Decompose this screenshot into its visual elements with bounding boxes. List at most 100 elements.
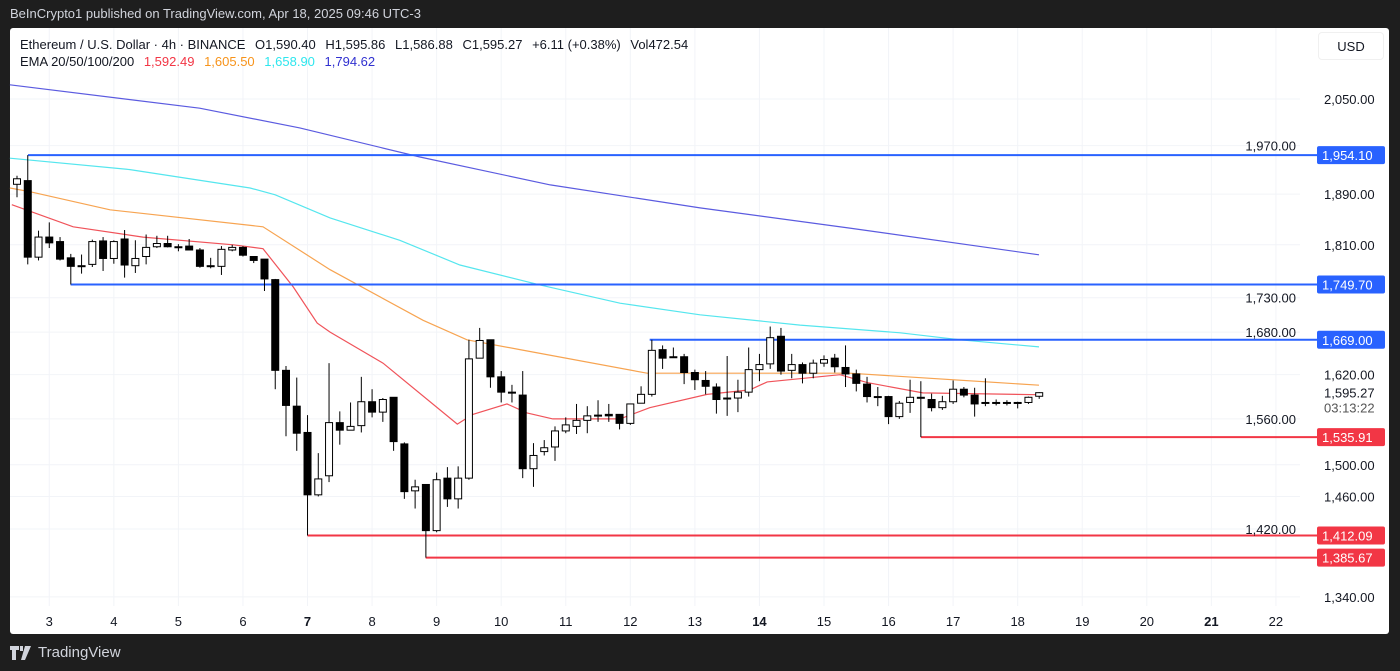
candle: [421, 483, 430, 558]
candle-body: [389, 396, 398, 443]
bar-countdown-label: 03:13:22: [1324, 401, 1375, 416]
candle-body: [551, 430, 559, 448]
candle: [400, 442, 409, 499]
candle: [561, 417, 570, 434]
candle: [1002, 400, 1011, 406]
currency-button[interactable]: USD: [1318, 32, 1384, 60]
candle: [949, 380, 958, 404]
candle-body: [206, 265, 215, 268]
candle-body: [368, 401, 377, 413]
ema-label[interactable]: EMA 20/50/100/200: [20, 54, 135, 69]
candle-body: [77, 265, 86, 268]
candle: [572, 403, 581, 434]
candle-body: [88, 241, 97, 265]
candle: [540, 440, 549, 456]
y-tick-label: 1,420.00: [1245, 522, 1296, 537]
chart-panel[interactable]: [10, 28, 1389, 634]
candle: [529, 443, 538, 487]
support-price-badge-label: 1,412.09: [1322, 529, 1373, 544]
candle: [249, 256, 258, 264]
candle-body: [873, 396, 882, 399]
candle: [228, 244, 237, 252]
candle: [88, 239, 97, 268]
candle-body: [454, 477, 463, 500]
candle-body: [529, 454, 538, 470]
candle-body: [486, 339, 495, 378]
candle: [303, 415, 312, 536]
candle-body: [594, 414, 603, 417]
candle: [357, 376, 366, 433]
candle: [174, 244, 183, 252]
support-price-badge-label: 1,385.67: [1322, 551, 1373, 566]
candle-body: [99, 240, 108, 259]
candle-body: [830, 357, 839, 368]
candle: [852, 369, 861, 392]
symbol-title[interactable]: Ethereum / U.S. Dollar · 4h · BINANCE: [20, 37, 246, 52]
candle-body: [798, 364, 807, 374]
candle-body: [432, 479, 441, 532]
candle-body: [464, 358, 473, 479]
candle-body: [34, 236, 43, 258]
x-tick-label: 11: [559, 614, 573, 629]
candle: [109, 240, 118, 264]
candle-body: [271, 279, 280, 371]
resistance-price-badge: [1317, 330, 1385, 349]
x-tick-label: 14: [752, 614, 767, 629]
candle: [551, 426, 559, 461]
candle-body: [357, 401, 366, 427]
candle-body: [647, 349, 656, 395]
candle-body: [421, 483, 430, 532]
candle-body: [658, 349, 667, 359]
candle-body: [572, 419, 581, 427]
candle-body: [238, 246, 247, 256]
candle-body: [228, 246, 237, 251]
candle-body: [637, 393, 646, 404]
candle: [346, 402, 355, 431]
candle-body: [992, 401, 1001, 404]
candle: [863, 376, 872, 403]
x-tick-label: 13: [688, 614, 702, 629]
candle-body: [863, 383, 872, 398]
candle-body: [163, 243, 172, 248]
candle-body: [1035, 392, 1044, 397]
candle: [23, 155, 32, 265]
candle-body: [249, 256, 258, 261]
y-tick-label: 1,810.00: [1324, 238, 1375, 253]
candle: [841, 345, 850, 388]
candle: [927, 393, 936, 412]
candle-body: [916, 396, 925, 399]
x-tick-label: 20: [1140, 614, 1154, 629]
candle-body: [23, 180, 32, 258]
candle: [1013, 401, 1022, 409]
candle: [335, 411, 344, 445]
candle-body: [895, 402, 904, 418]
candle: [798, 362, 807, 384]
candle: [992, 399, 1001, 406]
candle: [723, 356, 732, 416]
open-value: O1,590.40: [255, 37, 316, 52]
candle: [1024, 396, 1033, 404]
x-tick-label: 9: [433, 614, 440, 629]
x-tick-label: 15: [817, 614, 831, 629]
candle: [615, 413, 624, 430]
candle-body: [583, 415, 592, 421]
candle-body: [475, 339, 484, 359]
x-tick-label: 22: [1269, 614, 1283, 629]
candle-body: [411, 486, 420, 492]
candle: [701, 371, 710, 395]
candle-body: [152, 243, 161, 248]
candle: [583, 406, 592, 434]
candle: [282, 366, 290, 437]
candle: [66, 253, 75, 285]
candle: [238, 246, 247, 257]
candle-body: [325, 422, 334, 477]
candle-body: [142, 246, 151, 258]
candle-body: [852, 373, 861, 384]
y-tick-label: 1,730.00: [1245, 291, 1296, 306]
candle-body: [292, 405, 301, 434]
candle: [637, 386, 646, 404]
change-value: +6.11 (+0.38%): [532, 37, 621, 52]
support-price-badge: [1317, 548, 1385, 567]
candle-body: [507, 391, 516, 394]
